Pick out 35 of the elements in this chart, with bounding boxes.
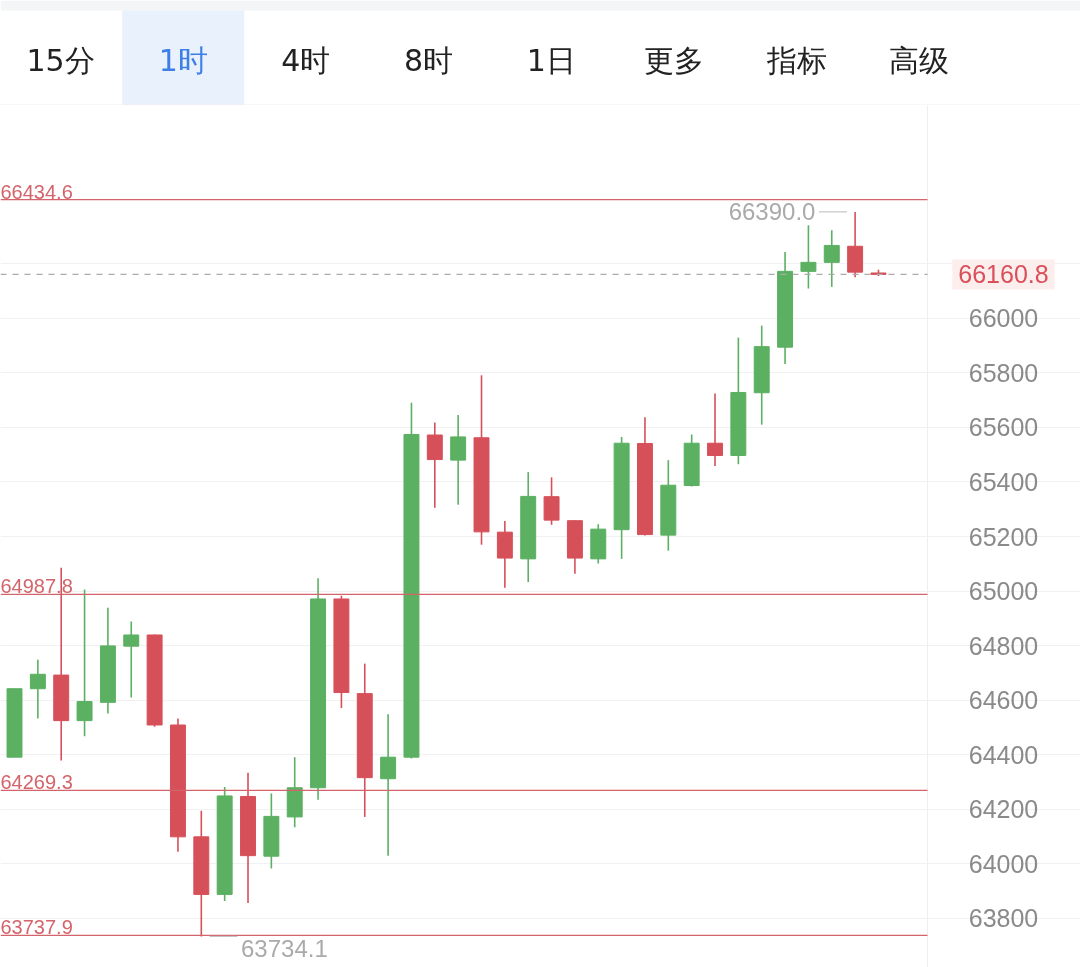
candlestick — [543, 476, 560, 526]
y-tick-label: 63800 — [968, 904, 1039, 933]
candlestick — [29, 659, 46, 720]
text: 1时 — [158, 43, 208, 78]
y-tick-label: 65800 — [968, 358, 1039, 387]
ref-line-label: 66160.8 — [958, 260, 1049, 289]
text: 15分 — [26, 43, 95, 78]
y-tick-label: 64000 — [968, 849, 1039, 878]
text: 4时 — [281, 43, 331, 78]
y-tick-label: 65400 — [968, 467, 1039, 496]
y-tick-label: 64400 — [968, 740, 1039, 769]
ref-line-label: 64269.3 — [0, 771, 73, 794]
candlestick — [823, 229, 840, 288]
text: 指标 — [765, 43, 827, 78]
candlestick — [76, 588, 93, 737]
y-tick-label: 65000 — [968, 577, 1039, 606]
candlestick — [123, 620, 140, 699]
candlestick — [450, 414, 467, 506]
text: 高级 — [889, 43, 950, 78]
candlestick — [800, 224, 817, 290]
y-tick-label: 64200 — [968, 795, 1039, 824]
annotation: 63734.1 — [241, 935, 328, 963]
text: 8时 — [404, 43, 454, 78]
ref-line-label: 63737.9 — [0, 916, 73, 939]
annotation: 66390.0 — [728, 198, 816, 226]
y-tick-label: 66000 — [968, 304, 1039, 333]
y-tick-label: 64800 — [968, 631, 1039, 660]
y-tick-label: 65200 — [968, 522, 1039, 551]
text: 更多 — [644, 43, 704, 78]
y-tick-label: 65600 — [968, 413, 1039, 442]
candlestick — [380, 713, 397, 857]
text: 1日 — [526, 43, 576, 78]
ref-line-label: 66434.6 — [0, 180, 73, 203]
candlestick — [707, 392, 723, 467]
y-tick-label: 64600 — [968, 686, 1039, 715]
